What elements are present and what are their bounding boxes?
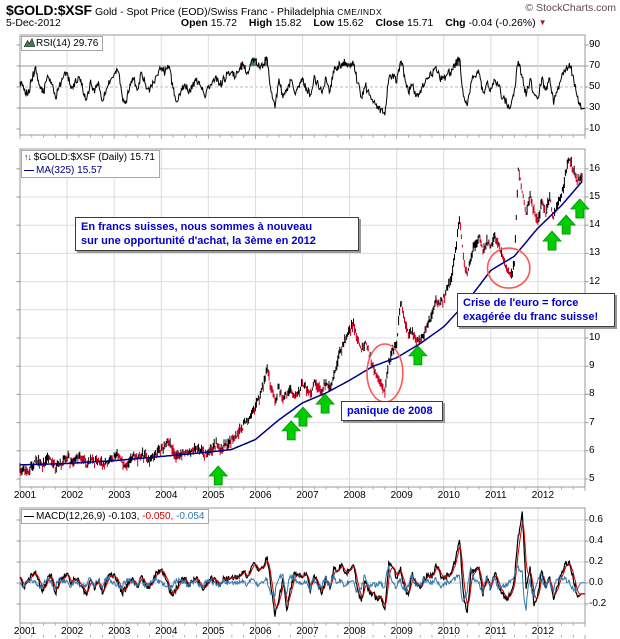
x-axis-label: 2008 xyxy=(343,490,366,501)
macd-label: MACD(12,26,9) xyxy=(36,511,106,522)
ma-value: 15.57 xyxy=(77,165,103,176)
x-axis-label: 2003 xyxy=(108,626,131,637)
quote-date: 5-Dec-2012 xyxy=(6,17,61,29)
ohlc-type-icon: ↑↓ xyxy=(24,152,32,162)
x-axis-label: 2001 xyxy=(13,626,37,637)
ticker-symbol: $GOLD:$XSF xyxy=(6,2,92,18)
buy-arrow-icon xyxy=(281,420,302,441)
x-axis-label: 2009 xyxy=(390,490,413,501)
x-axis-label: 2004 xyxy=(155,626,178,637)
x-axis-label: 2007 xyxy=(296,626,319,637)
x-axis-label: 2005 xyxy=(202,490,225,501)
buy-arrow-icon xyxy=(208,465,229,486)
x-axis-label: 2012 xyxy=(531,626,555,637)
ma-label: MA(325) xyxy=(36,165,75,176)
annotation-box-2008-panic: panique de 2008 xyxy=(341,401,443,421)
y-axis-label: 10 xyxy=(589,332,601,343)
x-axis-label: 2004 xyxy=(155,490,178,501)
rsi-legend: RSI(14) 29.76 xyxy=(21,36,104,51)
price-value: 15.71 xyxy=(129,152,155,163)
y-axis-label: 30 xyxy=(589,102,601,113)
annotation-line: exagérée du franc suisse! xyxy=(463,311,599,323)
y-axis-label: 8 xyxy=(589,388,595,400)
exchange-label: CME/INDX xyxy=(337,7,383,17)
y-axis-label: 7 xyxy=(589,416,595,428)
y-axis-label: 15 xyxy=(589,191,601,202)
highlight-ellipse xyxy=(486,247,531,289)
price-label: $GOLD:$XSF (Daily) xyxy=(33,152,128,163)
y-axis-label: 70 xyxy=(589,60,601,71)
annotation-line: sur une opportunité d'achat, la 3ème en … xyxy=(81,235,316,247)
low-quote: Low 15.62 xyxy=(313,17,364,29)
macd-signal-value: -0.050, xyxy=(142,511,174,522)
ma-line-swatch: — xyxy=(24,165,34,176)
x-axis-label: 2005 xyxy=(202,626,225,637)
macd-line-swatch: — xyxy=(24,511,34,522)
y-axis-label: 9 xyxy=(589,360,595,372)
y-axis-label: 5 xyxy=(589,473,595,484)
area-chart-icon xyxy=(23,37,36,48)
buy-arrow-icon xyxy=(556,214,577,235)
down-triangle-icon: ▼ xyxy=(538,18,547,27)
x-axis-label: 2010 xyxy=(437,626,460,637)
y-axis-label: 14 xyxy=(589,219,601,231)
annotation-line: En francs suisses, nous sommes à nouveau xyxy=(81,221,313,233)
x-axis-label: 2010 xyxy=(437,490,460,501)
y-axis-label: 0.0 xyxy=(589,577,603,588)
y-axis-label: 0.2 xyxy=(589,556,603,567)
annotation-line: Crise de l'euro = force xyxy=(463,297,579,309)
y-axis-label: 0.4 xyxy=(589,535,603,546)
chart-header: $GOLD:$XSF Gold - Spot Price (EOD)/Swiss… xyxy=(6,2,616,18)
x-axis-label: 2006 xyxy=(249,626,272,637)
x-axis-label: 2012 xyxy=(531,490,555,501)
x-axis-label: 2009 xyxy=(390,626,413,637)
buy-arrow-icon xyxy=(315,393,335,414)
x-axis-label: 2011 xyxy=(485,490,507,501)
buy-arrow-icon xyxy=(293,406,313,427)
x-axis-label: 2011 xyxy=(485,626,507,637)
x-axis-label: 2006 xyxy=(249,490,272,501)
open-quote: Open 15.72 xyxy=(180,17,237,29)
y-axis-label: 12 xyxy=(589,275,601,287)
price-legend: ↑↓ $GOLD:$XSF (Daily) 15.71 — MA(325) 15.… xyxy=(21,150,160,178)
macd-value: -0.103, xyxy=(108,511,140,522)
y-axis-label: 16 xyxy=(589,162,601,174)
y-axis-label: -0.2 xyxy=(589,598,607,609)
x-axis-label: 2001 xyxy=(13,490,37,501)
rsi-label: RSI(14) xyxy=(36,38,71,49)
annotation-line: panique de 2008 xyxy=(347,405,433,417)
macd-hist-value: -0.054 xyxy=(176,511,205,522)
close-quote: Close 15.71 xyxy=(375,17,434,29)
copyright: © StockCharts.com xyxy=(525,2,616,14)
y-axis-label: 50 xyxy=(589,81,601,92)
ticker-description: Gold - Spot Price (EOD)/Swiss Franc - Ph… xyxy=(94,6,335,18)
buy-arrow-icon xyxy=(569,198,590,219)
annotation-box-euro-crisis: Crise de l'euro = force exagérée du fran… xyxy=(457,293,615,327)
rsi-value: 29.76 xyxy=(73,38,99,49)
x-axis-label: 2008 xyxy=(343,626,366,637)
buy-arrow-icon xyxy=(542,230,562,251)
x-axis-label: 2007 xyxy=(296,490,319,501)
change-quote: Chg -0.04 (-0.26%) ▼ xyxy=(445,17,547,29)
x-axis-label: 2003 xyxy=(108,490,131,501)
x-axis-label: 2002 xyxy=(60,490,84,501)
y-axis-label: 6 xyxy=(589,444,595,456)
y-axis-label: 10 xyxy=(589,123,601,134)
macd-legend: — MACD(12,26,9) -0.103, -0.050, -0.054 xyxy=(21,509,210,524)
y-axis-label: 13 xyxy=(589,247,601,259)
y-axis-label: 0.6 xyxy=(589,514,603,525)
quote-row: 5-Dec-2012 Open 15.72 High 15.82 Low 15.… xyxy=(6,17,616,29)
annotation-box-buy-opportunity: En francs suisses, nous sommes à nouveau… xyxy=(75,217,359,251)
buy-arrow-icon xyxy=(407,345,428,366)
high-quote: High 15.82 xyxy=(248,17,302,29)
x-axis-label: 2002 xyxy=(60,626,84,637)
y-axis-label: 90 xyxy=(589,39,601,50)
